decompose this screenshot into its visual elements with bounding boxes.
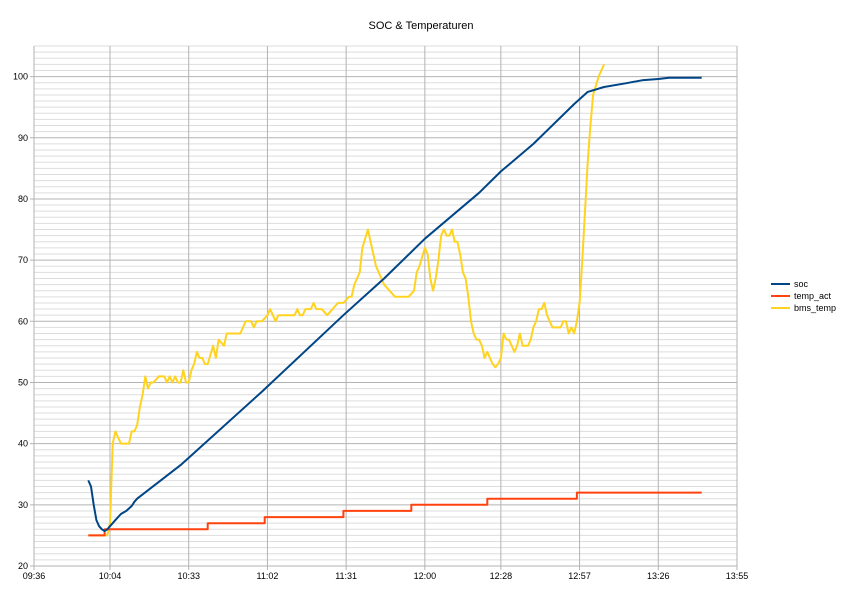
legend-label-bms-temp: bms_temp <box>794 303 836 313</box>
y-tick-label: 100 <box>13 72 28 82</box>
x-tick-label: 09:36 <box>23 571 46 581</box>
y-tick-label: 30 <box>18 500 28 510</box>
x-tick-label: 10:33 <box>177 571 200 581</box>
y-tick-label: 70 <box>18 255 28 265</box>
x-tick-label: 13:55 <box>726 571 749 581</box>
chart-title: SOC & Temperaturen <box>369 20 474 32</box>
y-tick-label: 60 <box>18 316 28 326</box>
grid <box>30 46 737 570</box>
x-tick-label: 12:57 <box>568 571 591 581</box>
series-line-soc <box>88 78 701 531</box>
x-tick-label: 12:28 <box>490 571 513 581</box>
legend-label-temp-act: temp_act <box>794 291 832 301</box>
x-tick-label: 12:00 <box>414 571 437 581</box>
y-tick-label: 80 <box>18 194 28 204</box>
x-tick-label: 10:04 <box>99 571 122 581</box>
series-lines <box>88 64 701 535</box>
x-tick-label: 11:02 <box>256 571 278 581</box>
y-tick-label: 20 <box>18 561 28 571</box>
axes: 20 30 40 50 60 70 80 90 100 09:36 10:04 10:33 11:02 1… <box>13 46 748 581</box>
y-tick-label: 40 <box>18 439 28 449</box>
legend-label-soc: soc <box>794 279 809 289</box>
x-tick-label: 13:26 <box>647 571 670 581</box>
legend: soc temp_act bms_temp <box>771 279 836 313</box>
y-tick-label: 90 <box>18 133 28 143</box>
x-tick-label: 11:31 <box>335 571 357 581</box>
y-tick-label: 50 <box>18 377 28 387</box>
